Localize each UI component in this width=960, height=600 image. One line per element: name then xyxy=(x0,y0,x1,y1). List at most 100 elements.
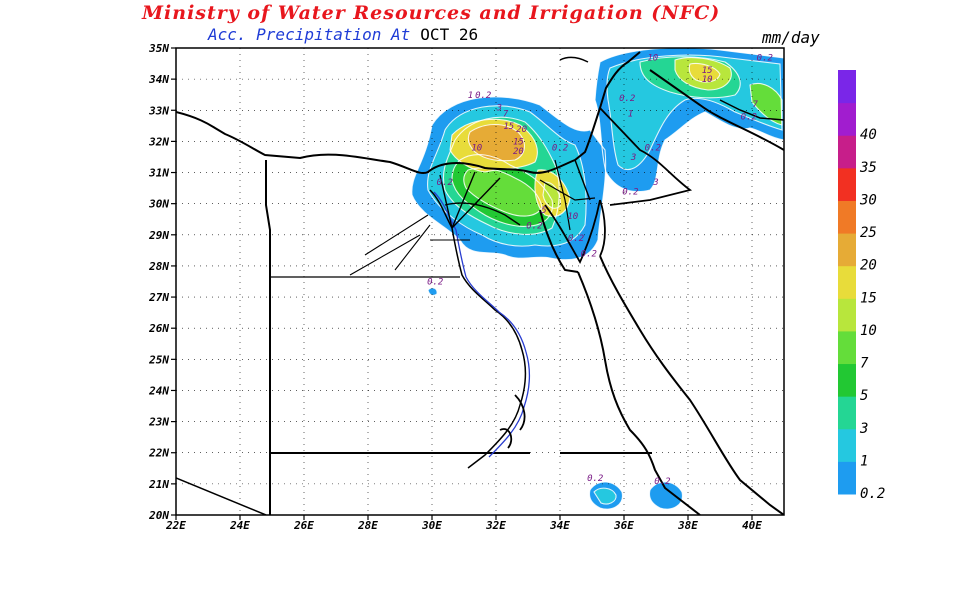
lat-tick-label: 27N xyxy=(148,291,169,304)
colorbar-segment xyxy=(838,70,856,104)
contour-value-label: 20 xyxy=(513,147,524,157)
colorbar-label: 7 xyxy=(860,356,869,372)
contour-line xyxy=(749,82,783,126)
contour-line xyxy=(442,116,560,235)
lon-tick-label: 34E xyxy=(549,519,570,532)
contour-line xyxy=(427,105,587,247)
map-subtitle: Acc. Precipitation At OCT 26 xyxy=(208,25,478,44)
contour-line xyxy=(534,169,571,217)
plot-frame xyxy=(175,47,785,516)
colorbar-segment xyxy=(838,135,856,169)
contour-value-label: 0.2 xyxy=(437,178,453,188)
colorbar-segment xyxy=(838,265,856,299)
colorbar-label: 25 xyxy=(860,225,877,241)
lat-tick-label: 21N xyxy=(148,478,169,491)
colorbar-segment xyxy=(838,298,856,332)
contour-value-label: 10 xyxy=(702,75,713,85)
lon-tick-label: 30E xyxy=(421,519,442,532)
contour-value-label: 0.2 xyxy=(654,477,670,487)
contour-value-label: 0.2 xyxy=(741,113,757,123)
contour-line xyxy=(411,96,607,261)
colorbar-label: 0.2 xyxy=(860,486,885,502)
colorbar-label: 40 xyxy=(860,127,877,143)
lat-tick-label: 24N xyxy=(148,384,169,397)
colorbar-segment xyxy=(838,200,856,234)
contour-value-label: 5 xyxy=(541,206,546,216)
contour-value-label: 0.2 xyxy=(427,278,443,288)
colorbar-segment xyxy=(838,330,856,365)
contour-value-label: 0.2 xyxy=(475,91,491,101)
colorbar-segment xyxy=(838,233,856,267)
lat-tick-label: 33N xyxy=(148,104,169,117)
contour-value-label: 10 xyxy=(567,212,578,222)
precip-contour-area xyxy=(428,287,438,296)
lat-tick-label: 31N xyxy=(148,167,169,180)
contour-value-label: 3 xyxy=(630,153,636,163)
colorbar-segment xyxy=(838,167,856,201)
precipitation-field xyxy=(411,48,784,510)
contour-line xyxy=(688,62,721,83)
lon-tick-label: 22E xyxy=(165,519,186,532)
precip-contour-area xyxy=(649,481,683,510)
lat-tick-label: 28N xyxy=(148,260,169,273)
lat-tick-label: 20N xyxy=(148,509,169,522)
colorbar-label: 30 xyxy=(859,192,877,208)
contour-line xyxy=(593,487,617,505)
lon-tick-label: 28E xyxy=(357,519,378,532)
colorbar-label: 10 xyxy=(860,323,877,339)
country-borders xyxy=(176,51,784,515)
lon-tick-label: 36E xyxy=(613,519,634,532)
contour-value-label: 1 xyxy=(628,109,633,119)
contour-value-label: 0.2 xyxy=(581,250,597,260)
lon-tick-label: 26E xyxy=(293,519,314,532)
contour-value-label: 3 xyxy=(495,103,501,113)
contour-value-label: 7 xyxy=(752,100,758,110)
forecast-date: OCT 26 xyxy=(420,25,479,44)
colorbar-label: 3 xyxy=(859,421,868,437)
contour-value-label: 20 xyxy=(516,125,527,135)
colorbar-label: 1 xyxy=(860,453,868,469)
contour-line xyxy=(449,118,538,173)
contour-value-label: 0.2 xyxy=(568,234,584,244)
lon-tick-label: 40E xyxy=(742,519,762,532)
colorbar-label: 15 xyxy=(860,290,877,306)
contour-value-label: 1 xyxy=(468,91,473,101)
contour-value-label: 0.2 xyxy=(622,187,638,197)
contour-value-label: 15 xyxy=(702,66,713,76)
lat-tick-label: 35N xyxy=(148,42,169,55)
contour-line xyxy=(542,181,561,209)
lat-tick-label: 23N xyxy=(148,416,169,429)
unit-label: mm/day xyxy=(762,28,820,47)
lat-tick-label: 32N xyxy=(148,135,169,148)
lat-tick-label: 26N xyxy=(148,322,169,335)
contour-line xyxy=(463,167,543,217)
contour-value-label: 15 xyxy=(513,138,524,148)
contour-value-label: 10 xyxy=(471,144,482,154)
contour-value-label: 7 xyxy=(503,109,509,119)
lat-tick-label: 22N xyxy=(148,447,169,460)
lat-tick-label: 30N xyxy=(148,198,169,211)
colorbar-segment xyxy=(838,428,856,462)
contour-value-label: 3 xyxy=(652,178,658,188)
contour-value-label: 10 xyxy=(647,53,658,63)
contour-line xyxy=(606,54,783,170)
map-axes: 22E 24E 26E 28E 30E 32E 34E 36E 38E 40E 20N 21N 22N 2… xyxy=(148,42,762,532)
contour-value-label: 0.2 xyxy=(619,94,635,104)
colorbar-label: 20 xyxy=(860,258,877,274)
subtitle-text: Acc. Precipitation At xyxy=(208,25,411,44)
contour-line xyxy=(451,154,554,227)
colorbar-label: 5 xyxy=(860,388,868,404)
colorbar-segment xyxy=(838,461,856,495)
colorbar-label: 35 xyxy=(859,160,877,176)
precip-contour-area xyxy=(463,167,542,217)
colorbar-segment xyxy=(838,363,856,397)
map-title: Ministry of Water Resources and Irrigati… xyxy=(142,2,721,24)
contour-value-label: 15 xyxy=(503,122,514,132)
lat-tick-label: 29N xyxy=(148,229,169,242)
precip-contour-area xyxy=(750,83,782,125)
contour-value-label: 0.2 xyxy=(552,144,568,154)
colorbar-segment xyxy=(838,396,856,430)
lon-tick-label: 38E xyxy=(677,519,698,532)
